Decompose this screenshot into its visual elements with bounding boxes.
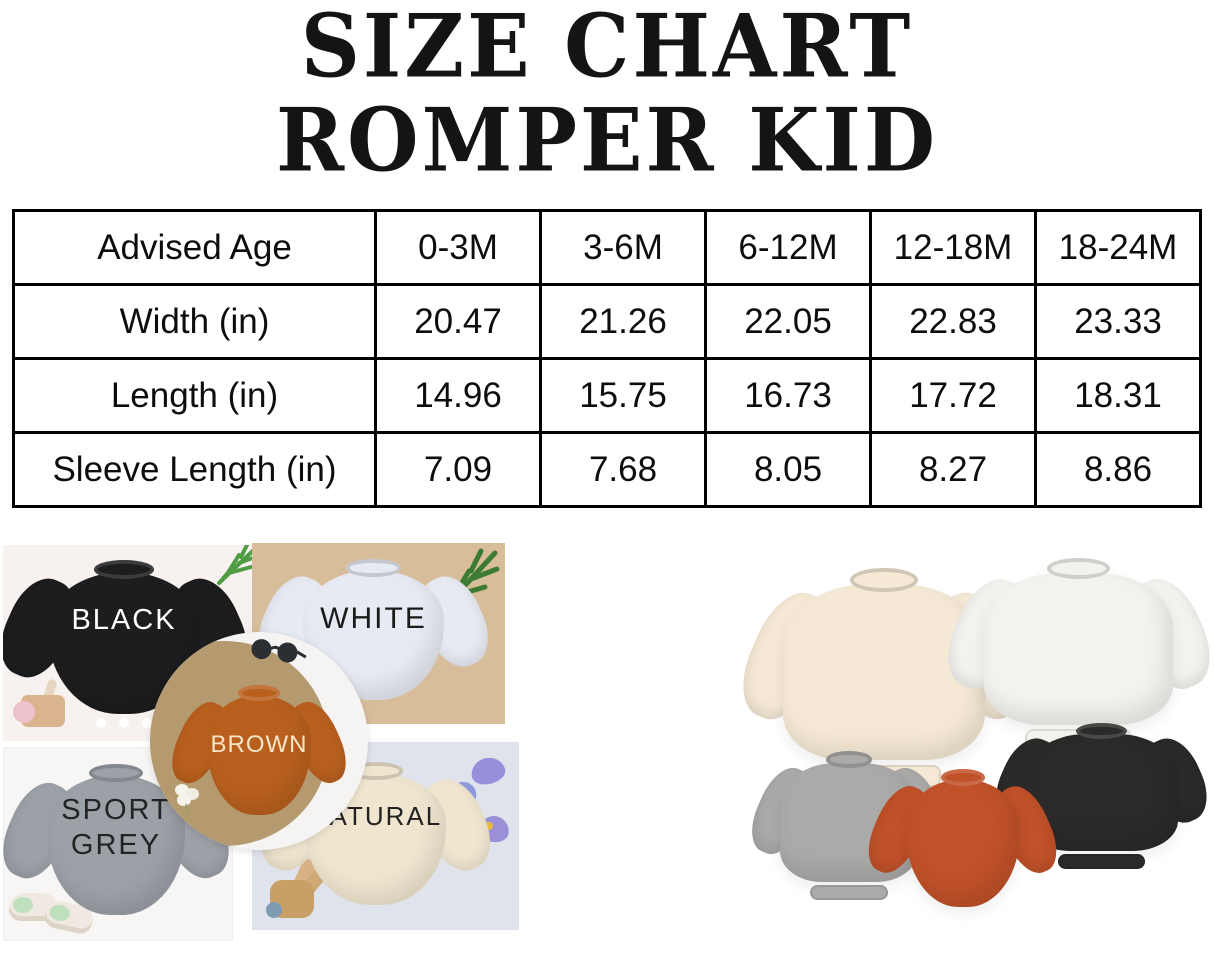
romper-collar (940, 769, 986, 786)
row-label: Sleeve Length (in) (12, 431, 377, 508)
size-cell: 8.27 (869, 431, 1037, 508)
sweatshirt-collar (1046, 557, 1111, 579)
wooden-bunny-toy (266, 856, 336, 922)
romper-body (906, 779, 1020, 907)
white-flower-icon (175, 784, 199, 816)
size-table-row: Length (in) 14.96 15.75 16.73 17.72 18.31 (12, 357, 1202, 434)
snap-buttons (96, 717, 152, 728)
flatlay-photo (728, 545, 1214, 913)
size-table-row: Advised Age 0-3M 3-6M 6-12M 12-18M 18-24M (12, 209, 1202, 286)
title-line-2: ROMPER KID (276, 90, 938, 192)
color-collage: BLACK WHITE (3, 543, 519, 941)
size-table-row: Sleeve Length (in) 7.09 7.68 8.05 8.27 8.86 (12, 431, 1202, 508)
color-label-white: WHITE (320, 602, 427, 636)
size-cell: 18.31 (1034, 357, 1202, 434)
size-cell: 6-12M (704, 209, 872, 286)
size-cell: 14.96 (374, 357, 542, 434)
romper-orange (858, 759, 1068, 927)
wooden-toy-camera (11, 678, 69, 731)
romper-collar (88, 764, 144, 783)
size-cell: 8.86 (1034, 431, 1202, 508)
page-title: SIZE CHART ROMPER KID (0, 0, 1214, 192)
toy-shoes (9, 893, 96, 936)
size-cell: 0-3M (374, 209, 542, 286)
row-label: Length (in) (12, 357, 377, 434)
size-cell: 21.26 (539, 283, 707, 360)
romper-body (206, 694, 312, 816)
sunglasses-icon (251, 639, 307, 663)
size-cell: 18-24M (1034, 209, 1202, 286)
size-cell: 12-18M (869, 209, 1037, 286)
size-table: Advised Age 0-3M 3-6M 6-12M 12-18M 18-24M Widt… (12, 209, 1202, 508)
romper-collar (238, 685, 280, 702)
flower-center (485, 822, 493, 830)
size-table-body: Advised Age 0-3M 3-6M 6-12M 12-18M 18-24M Widt… (12, 209, 1202, 508)
color-label-black: BLACK (71, 603, 177, 636)
size-cell: 23.33 (1034, 283, 1202, 360)
sweatshirt-collar (825, 750, 873, 768)
size-cell: 22.83 (869, 283, 1037, 360)
bunny-wheel (266, 902, 282, 918)
size-cell: 3-6M (539, 209, 707, 286)
sweatshirt-waistband (1058, 853, 1145, 869)
photo-brown-circle: BROWN (150, 632, 368, 850)
romper-collar (345, 559, 402, 577)
size-cell: 15.75 (539, 357, 707, 434)
sweatshirt-waistband (809, 885, 889, 901)
size-table-row: Width (in) 20.47 21.26 22.05 22.83 23.33 (12, 283, 1202, 360)
size-cell: 22.05 (704, 283, 872, 360)
sweatshirt-collar (1075, 722, 1128, 739)
size-cell: 7.68 (539, 431, 707, 508)
sweatshirt-white (934, 545, 1214, 757)
toy-lens (13, 701, 35, 723)
color-label-brown: BROWN (210, 731, 308, 759)
size-cell: 17.72 (869, 357, 1037, 434)
sweatshirt-collar (850, 567, 918, 593)
size-cell: 20.47 (374, 283, 542, 360)
romper-brown: BROWN (162, 676, 356, 834)
sweatshirt-body (983, 572, 1174, 726)
romper-collar (94, 560, 154, 580)
row-label: Advised Age (12, 209, 377, 286)
row-label: Width (in) (12, 283, 377, 360)
size-cell: 8.05 (704, 431, 872, 508)
size-cell: 16.73 (704, 357, 872, 434)
title-line-1: SIZE CHART (300, 0, 914, 98)
size-cell: 7.09 (374, 431, 542, 508)
